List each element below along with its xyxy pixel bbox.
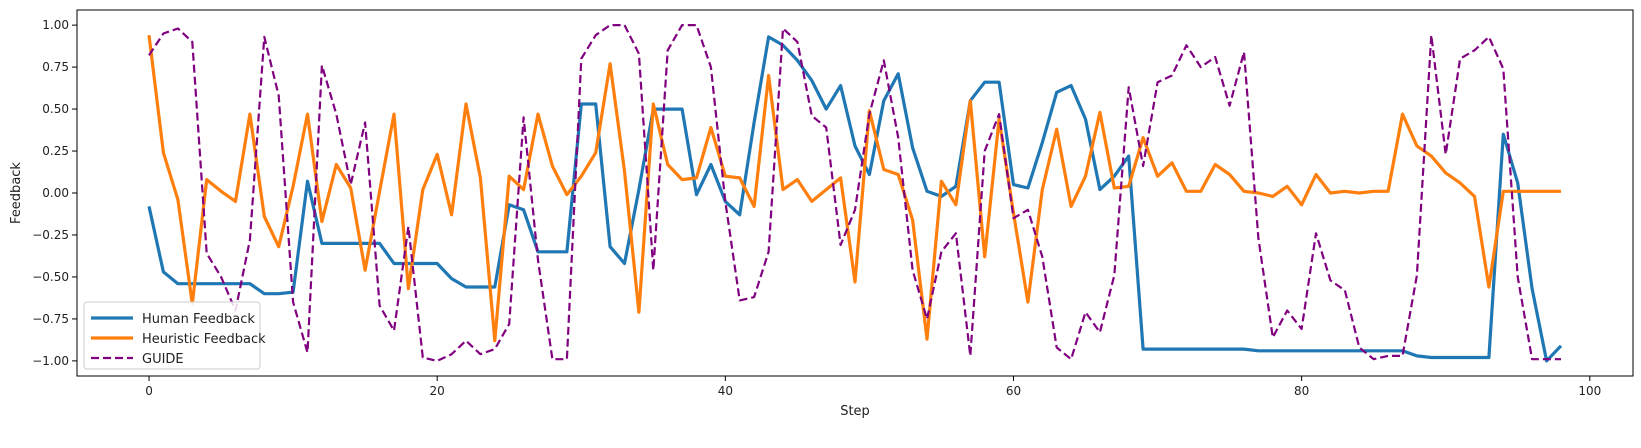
y-tick-label: −0.25 — [32, 228, 69, 242]
legend-label-1: Human Feedback — [142, 312, 255, 327]
legend: Human Feedback Heuristic Feedback GUIDE — [83, 301, 266, 370]
y-tick-label: −0.50 — [32, 270, 69, 284]
x-tick-label: 40 — [718, 384, 733, 398]
x-tick-label: 80 — [1294, 384, 1309, 398]
y-axis-label: Feedback — [9, 162, 24, 224]
x-axis: 0 20 40 60 80 100 — [145, 376, 1601, 398]
y-tick-label: 1.00 — [42, 18, 69, 32]
y-axis: −1.00 −0.75 −0.50 −0.25 0.00 0.25 0.50 0.75 1.00 — [32, 18, 77, 368]
x-tick-label: 100 — [1578, 384, 1601, 398]
x-tick-label: 20 — [430, 384, 445, 398]
y-tick-label: −1.00 — [32, 354, 69, 368]
series-layer — [147, 24, 1563, 363]
series-line-1 — [147, 35, 1563, 363]
x-axis-label: Step — [840, 404, 870, 419]
series-line-3 — [148, 24, 1561, 362]
x-tick-label: 0 — [145, 384, 153, 398]
x-tick-label: 60 — [1006, 384, 1021, 398]
legend-label-2: Heuristic Feedback — [142, 332, 266, 347]
y-tick-label: 0.50 — [42, 102, 69, 116]
y-tick-label: −0.75 — [32, 312, 69, 326]
y-tick-label: 0.00 — [42, 186, 69, 200]
y-tick-label: 0.25 — [42, 144, 69, 158]
y-tick-label: 0.75 — [42, 60, 69, 74]
series-line-2 — [147, 35, 1561, 343]
legend-label-3: GUIDE — [142, 352, 184, 367]
